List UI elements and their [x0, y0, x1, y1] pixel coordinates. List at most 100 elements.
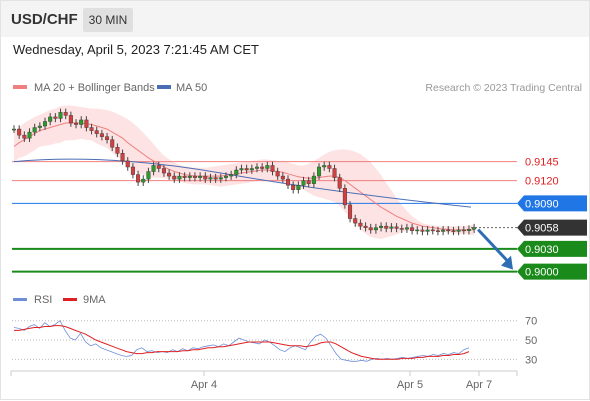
- candle-body: [223, 175, 228, 178]
- candle-body: [167, 172, 172, 177]
- x-tick-label: Apr 5: [397, 379, 423, 391]
- level-label-0.9030: 0.9030: [525, 244, 559, 256]
- legend-9ma: 9MA: [83, 294, 106, 306]
- candle-body: [53, 116, 58, 119]
- candle-body: [451, 230, 456, 232]
- candle-body: [172, 175, 177, 180]
- candle-body: [394, 226, 399, 229]
- forecast-arrow: [477, 228, 513, 270]
- candle-body: [79, 119, 84, 125]
- candle-body: [260, 166, 265, 169]
- ma50-line: [13, 158, 472, 208]
- candle-body: [125, 160, 130, 168]
- timestamp: Wednesday, April 5, 2023 7:21:45 AM CET: [13, 42, 259, 57]
- forecast-arrow-shaft: [477, 228, 512, 265]
- symbol-title: USD/CHF: [11, 11, 78, 28]
- candle-body: [410, 227, 415, 231]
- candle-body: [430, 229, 435, 232]
- candle-body: [99, 133, 104, 137]
- candle-body: [198, 175, 203, 178]
- rsi-tick-30: 30: [525, 354, 537, 366]
- candle-body: [203, 175, 208, 180]
- candle-body: [384, 225, 389, 229]
- level-labels: 0.9145 0.9120 0.9090 0.9058 0.9030 0.9000: [517, 157, 587, 280]
- candle-body: [368, 227, 373, 231]
- candle-body: [105, 136, 110, 140]
- candle-body: [146, 171, 151, 180]
- candle-body: [420, 229, 425, 232]
- candle-body: [379, 225, 384, 228]
- candle-body: [358, 222, 363, 227]
- candle-body: [68, 115, 73, 124]
- candle-body: [425, 229, 430, 232]
- legend-ma50: MA 50: [176, 82, 207, 94]
- candle-body: [435, 230, 440, 232]
- level-tag-0.9058: [517, 219, 587, 236]
- candle-body: [74, 122, 79, 125]
- ma20-line: [13, 122, 475, 231]
- candle-body: [249, 168, 254, 171]
- level-tag-0.9030: [517, 240, 587, 257]
- candle-body: [441, 229, 446, 232]
- candle-body: [182, 175, 187, 178]
- x-tick-label: Apr 4: [191, 379, 217, 391]
- candle-body: [296, 184, 301, 190]
- candle-body: [332, 168, 337, 178]
- candle-body: [94, 130, 99, 134]
- candle-body: [446, 229, 451, 232]
- candle-body: [317, 166, 322, 177]
- candle-body: [461, 229, 466, 232]
- candle-body: [213, 177, 218, 180]
- candle-body: [115, 147, 120, 154]
- legend-ma20: MA 20 + Bollinger Bands: [34, 82, 155, 94]
- rsi-line: [13, 320, 470, 362]
- candle-body: [89, 127, 94, 131]
- x-tick-label: Apr 7: [466, 379, 492, 391]
- candle-body: [353, 218, 358, 224]
- candle-body: [399, 228, 404, 230]
- candle-body: [141, 178, 146, 183]
- candle-body: [306, 180, 311, 184]
- candle-body: [11, 128, 16, 131]
- candle-body: [254, 166, 259, 169]
- candle-body: [291, 184, 296, 190]
- interval-button[interactable]: 30 MIN: [83, 8, 133, 32]
- candlesticks: [11, 108, 477, 236]
- candle-body: [136, 174, 141, 183]
- rsi-grid: 70 50 30: [12, 316, 537, 366]
- candle-body: [322, 165, 327, 168]
- candle-body: [280, 175, 285, 180]
- candle-body: [43, 121, 48, 127]
- candle-body: [17, 128, 22, 136]
- candle-body: [363, 225, 368, 228]
- candle-body: [265, 165, 270, 169]
- candle-body: [84, 119, 89, 128]
- candle-body: [275, 171, 280, 177]
- candle-body: [286, 178, 291, 186]
- credit-text: Research © 2023 Trading Central: [425, 82, 582, 94]
- candle-body: [472, 227, 477, 230]
- level-label-0.9090: 0.9090: [525, 198, 559, 210]
- candle-body: [311, 175, 316, 184]
- legend-swatch-9ma: [63, 298, 77, 301]
- candle-body: [110, 139, 115, 148]
- candle-body: [161, 168, 166, 174]
- candle-body: [234, 169, 239, 175]
- candle-body: [270, 165, 275, 172]
- candle-body: [120, 153, 125, 162]
- rsi-lines: [13, 320, 470, 362]
- candle-body: [373, 227, 378, 231]
- legend-rsi: RSI: [34, 294, 52, 306]
- rsi-tick-50: 50: [525, 335, 537, 347]
- level-label-0.9120: 0.9120: [525, 176, 559, 188]
- candle-body: [327, 165, 332, 169]
- candle-body: [151, 165, 156, 172]
- candle-body: [156, 165, 161, 169]
- candle-body: [389, 226, 394, 229]
- candle-body: [58, 112, 63, 119]
- level-label-0.9000: 0.9000: [525, 267, 559, 279]
- candle-body: [37, 125, 42, 128]
- candle-body: [32, 127, 37, 133]
